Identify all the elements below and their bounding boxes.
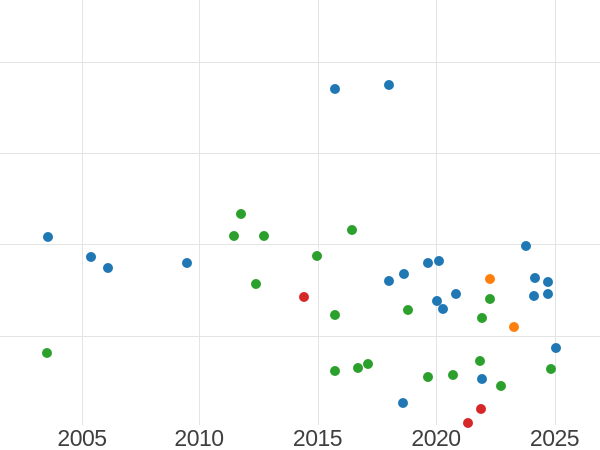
- data-point-series-orange: [509, 322, 519, 332]
- x-axis: 2005 2010 2015 2020 2025: [0, 425, 600, 450]
- data-point-series-green: [312, 251, 322, 261]
- data-point-series-blue: [529, 291, 539, 301]
- x-gridline: [436, 0, 437, 425]
- data-point-series-blue: [543, 277, 553, 287]
- x-tick-label: 2010: [174, 425, 224, 450]
- data-point-series-blue: [182, 258, 192, 268]
- data-point-series-orange: [485, 274, 495, 284]
- x-tick-label: 2025: [529, 425, 580, 450]
- data-point-series-blue: [330, 84, 340, 94]
- data-point-series-green: [477, 313, 487, 323]
- data-point-series-blue: [399, 269, 409, 279]
- x-tick-label: 2015: [292, 425, 343, 450]
- data-point-series-green: [485, 294, 495, 304]
- x-tick-label: 2005: [57, 425, 107, 450]
- data-point-series-green: [546, 364, 556, 374]
- data-point-series-green: [475, 356, 485, 366]
- data-point-series-blue: [543, 289, 553, 299]
- y-gridline: [0, 336, 600, 337]
- data-point-series-blue: [432, 296, 442, 306]
- data-point-series-green: [259, 231, 269, 241]
- data-point-series-green: [403, 305, 413, 315]
- data-point-series-green: [363, 359, 373, 369]
- data-point-series-green: [330, 366, 340, 376]
- data-point-series-blue: [384, 80, 394, 90]
- x-gridline: [82, 0, 83, 425]
- data-point-series-blue: [551, 343, 561, 353]
- data-point-series-blue: [530, 273, 540, 283]
- data-point-series-green: [236, 209, 246, 219]
- data-point-series-green: [330, 310, 340, 320]
- data-point-series-blue: [477, 374, 487, 384]
- data-point-series-blue: [86, 252, 96, 262]
- x-gridline: [199, 0, 200, 425]
- data-point-series-green: [448, 370, 458, 380]
- data-point-series-blue: [384, 276, 394, 286]
- data-point-series-blue: [423, 258, 433, 268]
- data-point-series-blue: [103, 263, 113, 273]
- data-point-series-green: [353, 363, 363, 373]
- y-gridline: [0, 244, 600, 246]
- data-point-series-blue: [521, 241, 531, 251]
- data-point-series-green: [251, 279, 261, 289]
- data-point-series-green: [496, 381, 506, 391]
- data-point-series-red: [476, 404, 486, 414]
- y-gridline: [0, 61, 600, 63]
- plot-area: [0, 0, 600, 428]
- data-point-series-blue: [451, 289, 461, 299]
- x-gridline: [554, 0, 556, 425]
- x-tick-label: 2020: [411, 425, 461, 450]
- data-point-series-blue: [438, 304, 448, 314]
- data-point-series-green: [42, 348, 52, 358]
- x-gridline: [317, 0, 319, 425]
- data-point-series-red: [299, 292, 309, 302]
- data-point-series-blue: [43, 232, 53, 242]
- data-point-series-green: [347, 225, 357, 235]
- data-point-series-red: [463, 418, 473, 428]
- data-point-series-blue: [434, 256, 444, 266]
- data-point-series-green: [423, 372, 433, 382]
- y-gridline: [0, 153, 600, 154]
- data-point-series-blue: [398, 398, 408, 408]
- data-point-series-green: [229, 231, 239, 241]
